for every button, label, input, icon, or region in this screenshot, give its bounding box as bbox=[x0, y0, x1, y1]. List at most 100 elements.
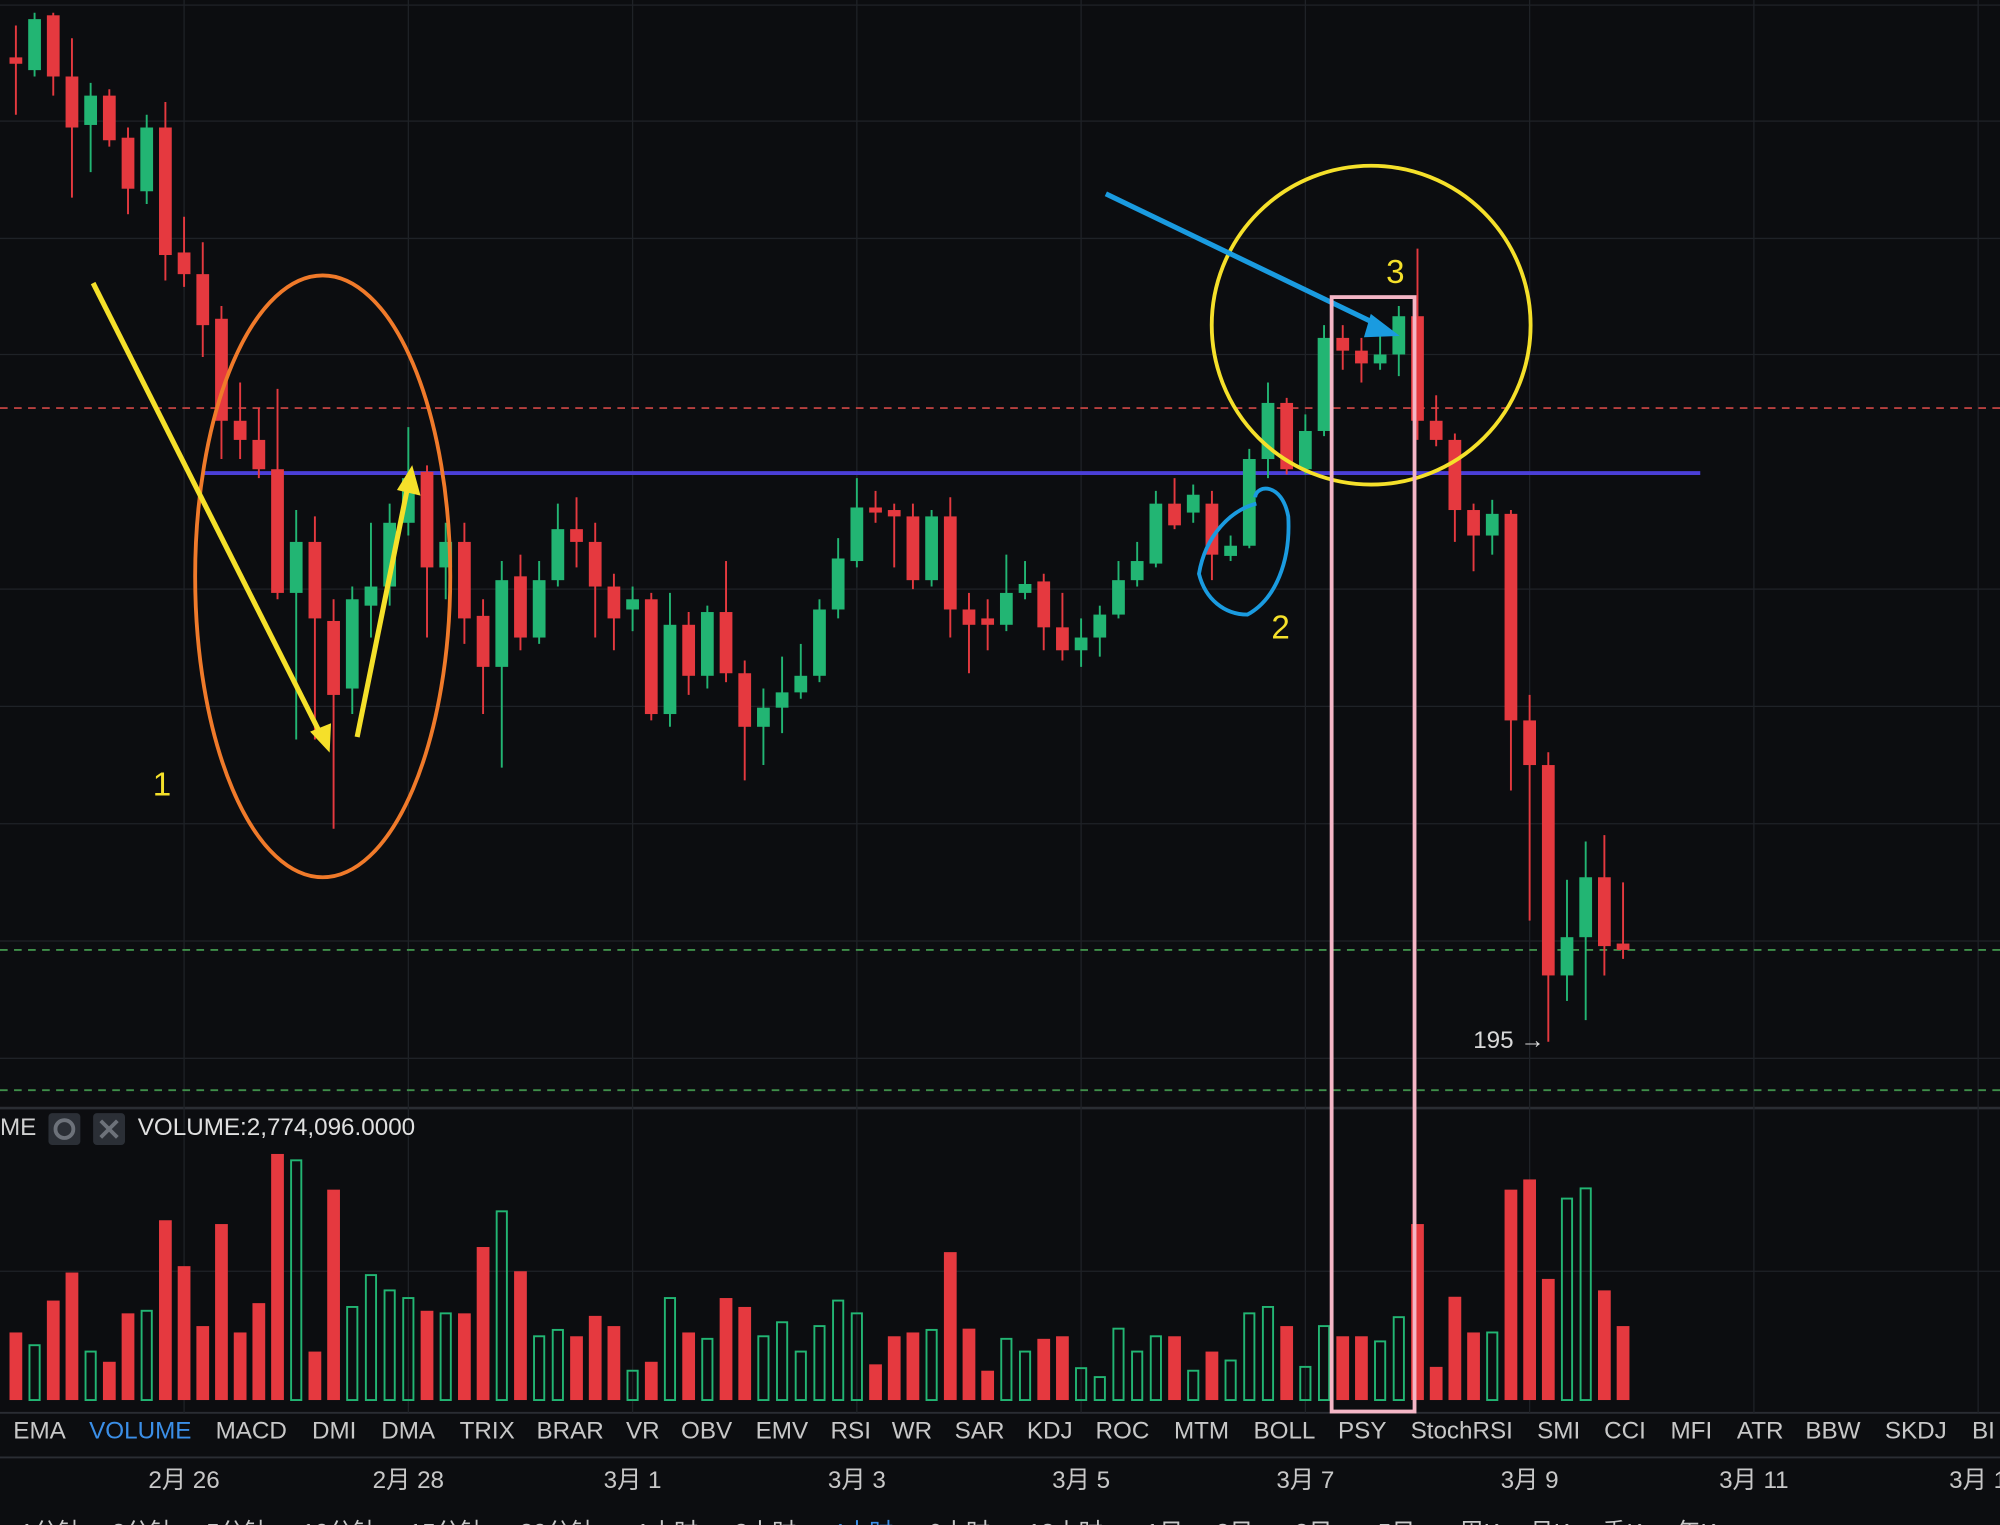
timeframe-tab[interactable]: 2日 bbox=[1216, 1519, 1254, 1525]
timeframe-tab[interactable]: 1小时 bbox=[636, 1519, 698, 1525]
volume-bar bbox=[1541, 1278, 1555, 1401]
candle-body bbox=[887, 510, 901, 517]
indicator-tab[interactable]: TRIX bbox=[460, 1417, 515, 1444]
indicator-tab[interactable]: StochRSI bbox=[1411, 1417, 1513, 1444]
indicator-tab[interactable]: ATR bbox=[1737, 1417, 1784, 1444]
candle-body bbox=[626, 599, 639, 610]
timeframe-tab[interactable]: 3日 bbox=[1295, 1519, 1333, 1525]
indicator-tab[interactable]: BBW bbox=[1805, 1417, 1860, 1444]
indicator-tab[interactable]: ROC bbox=[1096, 1417, 1150, 1444]
candle-body bbox=[962, 609, 976, 625]
volume-bar bbox=[1504, 1189, 1518, 1401]
volume-bar bbox=[1597, 1290, 1611, 1401]
indicator-tab[interactable]: VR bbox=[626, 1417, 660, 1444]
indicator-tab[interactable]: BRAR bbox=[536, 1417, 603, 1444]
volume-bar bbox=[943, 1252, 957, 1401]
indicator-tab[interactable]: OBV bbox=[681, 1417, 733, 1444]
candle-body bbox=[1186, 494, 1200, 513]
volume-bar bbox=[1374, 1340, 1387, 1401]
volume-bar bbox=[663, 1297, 677, 1401]
indicator-tab[interactable]: MTM bbox=[1174, 1417, 1229, 1444]
timeframe-tab[interactable]: 季K bbox=[1602, 1519, 1642, 1525]
volume-bar bbox=[1448, 1296, 1462, 1401]
timeframe-tab[interactable]: 15分钟 bbox=[409, 1519, 484, 1525]
volume-bar bbox=[476, 1247, 490, 1401]
indicator-tab[interactable]: EMV bbox=[756, 1417, 809, 1444]
timeframe-tab[interactable]: 月K bbox=[1530, 1519, 1570, 1525]
candle-body bbox=[925, 516, 938, 581]
indicator-tab[interactable]: CCI bbox=[1604, 1417, 1646, 1444]
indicator-tab[interactable]: SKDJ bbox=[1885, 1417, 1947, 1444]
x-axis: 2月 26 2月 28 3月 1 3月 3 3月 5 3月 7 3月 9 3月 11 3月 1 bbox=[148, 0, 2000, 1494]
volume-bar bbox=[1205, 1351, 1219, 1401]
candle-body bbox=[1130, 561, 1144, 581]
volume-bar bbox=[46, 1300, 60, 1401]
timeframe-tab[interactable]: 12小时 bbox=[1027, 1519, 1102, 1525]
arrow-head bbox=[1363, 313, 1400, 338]
timeframe-tab[interactable]: 周K bbox=[1459, 1519, 1499, 1525]
volume-title: ME bbox=[0, 1114, 36, 1141]
volume-bar bbox=[402, 1297, 415, 1401]
volume-bar bbox=[1261, 1305, 1275, 1401]
candle-body bbox=[1429, 420, 1443, 440]
candle-body bbox=[869, 507, 882, 513]
indicator-tab[interactable]: BOLL bbox=[1253, 1417, 1315, 1444]
candle-body bbox=[981, 618, 995, 625]
arrow-head bbox=[310, 723, 332, 753]
volume-bar bbox=[1131, 1350, 1144, 1401]
candle-body bbox=[1504, 513, 1518, 721]
volume-bar bbox=[887, 1336, 901, 1401]
volume-bar bbox=[1467, 1332, 1480, 1401]
x-tick-label: 3月 9 bbox=[1501, 1467, 1559, 1494]
indicator-tab[interactable]: SMI bbox=[1537, 1417, 1580, 1444]
timeframe-tab[interactable]: 30分钟 bbox=[520, 1519, 595, 1525]
settings-icon[interactable] bbox=[48, 1113, 81, 1146]
candle-body bbox=[345, 599, 359, 689]
indicator-tab[interactable]: MACD bbox=[216, 1417, 287, 1444]
indicator-tab[interactable]: DMI bbox=[312, 1417, 356, 1444]
indicator-tab[interactable]: VOLUME bbox=[89, 1417, 191, 1444]
candle-body bbox=[607, 586, 621, 619]
candle-body bbox=[1149, 503, 1163, 564]
timeframe-tab[interactable]: 年K bbox=[1676, 1519, 1716, 1525]
candle-body bbox=[215, 318, 228, 421]
volume-bar bbox=[776, 1321, 789, 1401]
timeframe-tab[interactable]: 5日 bbox=[1378, 1519, 1416, 1525]
volume-bar bbox=[458, 1313, 471, 1401]
timeframe-tab[interactable]: 6小时 bbox=[928, 1519, 990, 1525]
candle-body bbox=[813, 609, 826, 676]
candle-body bbox=[1242, 459, 1256, 546]
indicator-tab[interactable]: SAR bbox=[955, 1417, 1005, 1444]
timeframe-tab[interactable]: 1日 bbox=[1146, 1519, 1184, 1525]
timeframe-tab[interactable]: 5分钟 bbox=[206, 1519, 268, 1525]
indicator-tab[interactable]: RSI bbox=[831, 1417, 871, 1444]
candle-body bbox=[794, 675, 808, 693]
volume-bar bbox=[1037, 1338, 1051, 1401]
indicator-tab[interactable]: WR bbox=[892, 1417, 932, 1444]
indicator-tab[interactable]: KDJ bbox=[1027, 1417, 1073, 1444]
indicator-tab[interactable]: EMA bbox=[13, 1417, 66, 1444]
volume-bar bbox=[588, 1315, 602, 1401]
yellow-arrow bbox=[354, 484, 411, 738]
volume-bar bbox=[140, 1309, 153, 1401]
indicator-tab[interactable]: MFI bbox=[1670, 1417, 1712, 1444]
indicator-tab[interactable]: DMA bbox=[381, 1417, 436, 1444]
volume-bar bbox=[1093, 1376, 1106, 1401]
timeframe-tab[interactable]: 10分钟 bbox=[302, 1519, 377, 1525]
volume-bar bbox=[514, 1271, 527, 1401]
candle-body bbox=[1579, 877, 1593, 938]
timeframe-tab[interactable]: 2小时 bbox=[734, 1519, 796, 1525]
volume-bar bbox=[1224, 1359, 1237, 1401]
volume-bar bbox=[215, 1224, 228, 1401]
volume-bar bbox=[252, 1303, 266, 1401]
candle-body bbox=[177, 252, 191, 275]
timeframe-tab[interactable]: 1分钟 bbox=[20, 1519, 82, 1525]
indicator-tab[interactable]: PSY bbox=[1338, 1417, 1386, 1444]
volume-bar bbox=[738, 1306, 752, 1401]
indicator-tab[interactable]: BI bbox=[1972, 1417, 1995, 1444]
timeframe-tab[interactable]: 4小时 bbox=[831, 1519, 893, 1525]
timeframe-tab[interactable]: 3分钟 bbox=[112, 1519, 174, 1525]
candle-body bbox=[700, 612, 714, 676]
candle-body bbox=[1597, 877, 1611, 947]
